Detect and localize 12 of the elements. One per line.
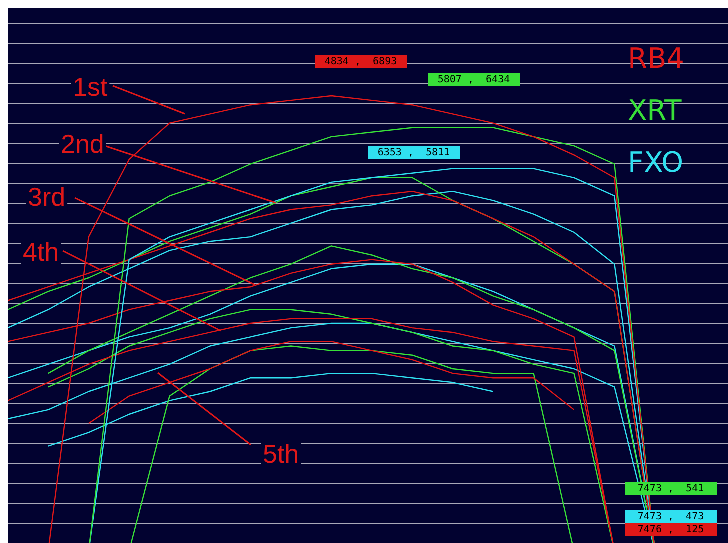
annotation: 3rd — [28, 182, 66, 212]
annotation: 7476 , 125 — [638, 524, 704, 536]
annotation: 2nd — [61, 129, 104, 159]
annotation: 4th — [23, 237, 60, 267]
text: 4834 , 6893 — [324, 56, 398, 68]
annotation: 5th — [263, 439, 300, 469]
annotation: 1st — [73, 72, 108, 102]
annotation: 7473 , 541 — [638, 484, 704, 495]
annotation: 6353 , 5811 — [378, 148, 450, 159]
text: 5807 , 6434 — [438, 74, 510, 86]
series-label: XRT — [628, 93, 683, 129]
annotation: 7473 , 473 — [638, 512, 704, 523]
